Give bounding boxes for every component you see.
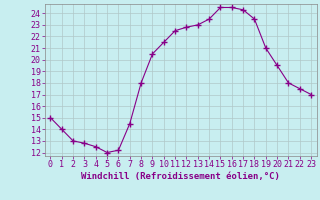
X-axis label: Windchill (Refroidissement éolien,°C): Windchill (Refroidissement éolien,°C) [81,172,280,181]
